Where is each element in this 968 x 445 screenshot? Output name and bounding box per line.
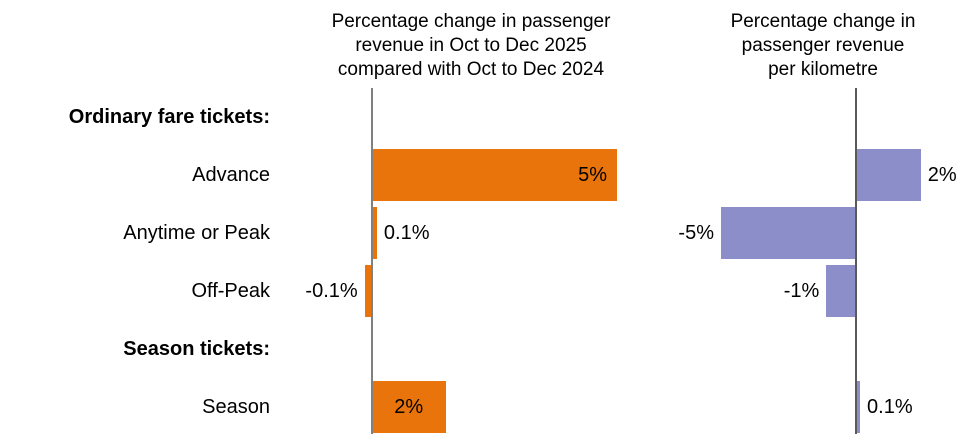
right-bar (856, 381, 861, 433)
right-value-label: 2% (927, 164, 957, 186)
chart-row: Anytime or Peak 0.1% -5% (0, 204, 968, 262)
left-value-label: 2% (394, 396, 424, 418)
left-panel-title-line: compared with Oct to Dec 2024 (337, 59, 605, 80)
left-axis-line (371, 88, 373, 434)
left-bar (364, 265, 372, 317)
chart-row: Ordinary fare tickets: (0, 88, 968, 146)
right-axis-line (855, 88, 857, 434)
right-value-label: -5% (678, 222, 714, 244)
category-label: Off-Peak (191, 280, 270, 302)
chart-row: Season tickets: (0, 320, 968, 378)
left-value-label: 5% (578, 164, 607, 186)
left-value-label: 0.1% (383, 222, 430, 244)
category-label: Ordinary fare tickets: (68, 106, 270, 128)
category-label: Advance (192, 164, 270, 186)
category-label: Season (202, 396, 270, 418)
right-bar (826, 265, 856, 317)
left-panel-title-line: Percentage change in passenger (331, 11, 611, 32)
left-value-label: -0.1% (305, 280, 358, 302)
category-label: Season tickets: (123, 338, 270, 360)
right-panel-title: Percentage change in passenger revenue p… (684, 10, 962, 82)
right-panel-title-line: per kilometre (768, 59, 878, 80)
right-value-label: 0.1% (867, 396, 913, 418)
chart-row: Off-Peak -0.1% -1% (0, 262, 968, 320)
right-bar (856, 149, 921, 201)
category-label: Anytime or Peak (123, 222, 270, 244)
left-panel-title-line: revenue in Oct to Dec 2025 (355, 35, 587, 56)
plot-area: Ordinary fare tickets: Advance 5% 2% Anytime… (0, 88, 968, 436)
left-bar (372, 381, 446, 433)
left-bar (372, 149, 617, 201)
right-bar (721, 207, 856, 259)
right-panel-title-line: Percentage change in (730, 11, 916, 32)
left-bar (372, 207, 377, 259)
chart-row: Season 2% 0.1% (0, 378, 968, 436)
chart-row: Advance 5% 2% (0, 146, 968, 204)
left-panel-title: Percentage change in passenger revenue i… (290, 10, 652, 82)
right-panel-title-line: passenger revenue (741, 35, 905, 56)
right-value-label: -1% (783, 280, 820, 302)
